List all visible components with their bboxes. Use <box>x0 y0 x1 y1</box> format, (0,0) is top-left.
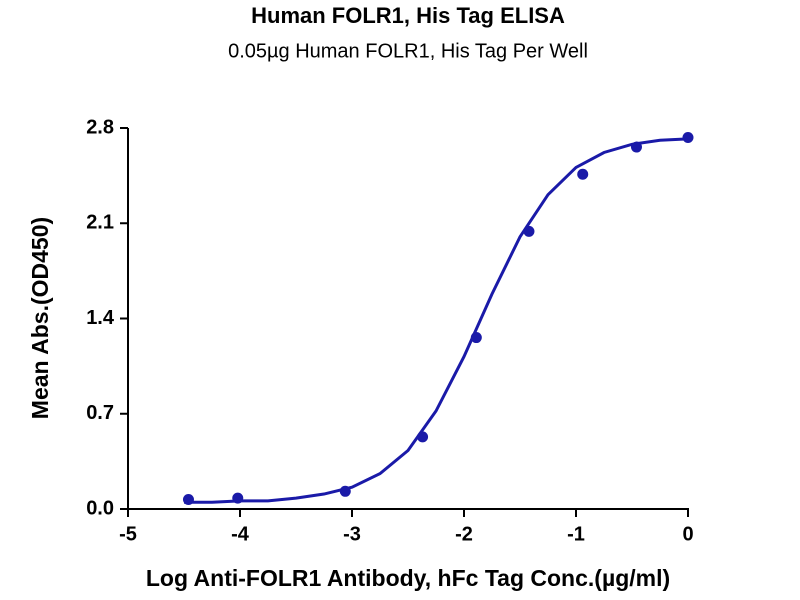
data-point <box>682 132 694 144</box>
y-tick-label: 0.7 <box>86 402 114 424</box>
data-point <box>232 492 244 504</box>
x-tick-label: 0 <box>682 523 693 545</box>
data-point <box>182 493 194 505</box>
data-point <box>523 225 535 237</box>
fit-curve <box>184 137 689 504</box>
y-tick-label: 2.8 <box>86 116 114 138</box>
x-tick-label: -5 <box>119 523 137 545</box>
data-point <box>339 485 351 497</box>
chart-title: Human FOLR1, His Tag ELISA <box>251 3 565 28</box>
data-point <box>470 332 482 344</box>
x-tick-label: -4 <box>231 523 250 545</box>
data-point <box>577 168 589 180</box>
y-tick-label: 2.1 <box>86 212 114 234</box>
data-point <box>417 431 429 443</box>
x-axis-label: Log Anti-FOLR1 Antibody, hFc Tag Conc.(µ… <box>146 565 670 591</box>
x-tick-label: -3 <box>343 523 361 545</box>
data-point <box>630 141 642 153</box>
chart-subtitle: 0.05µg Human FOLR1, His Tag Per Well <box>228 40 588 62</box>
y-tick-label: 1.4 <box>86 307 115 329</box>
y-axis-label: Mean Abs.(OD450) <box>27 217 53 419</box>
x-tick-label: -2 <box>455 523 473 545</box>
x-tick-label: -1 <box>567 523 585 545</box>
y-tick-label: 0.0 <box>86 497 114 519</box>
